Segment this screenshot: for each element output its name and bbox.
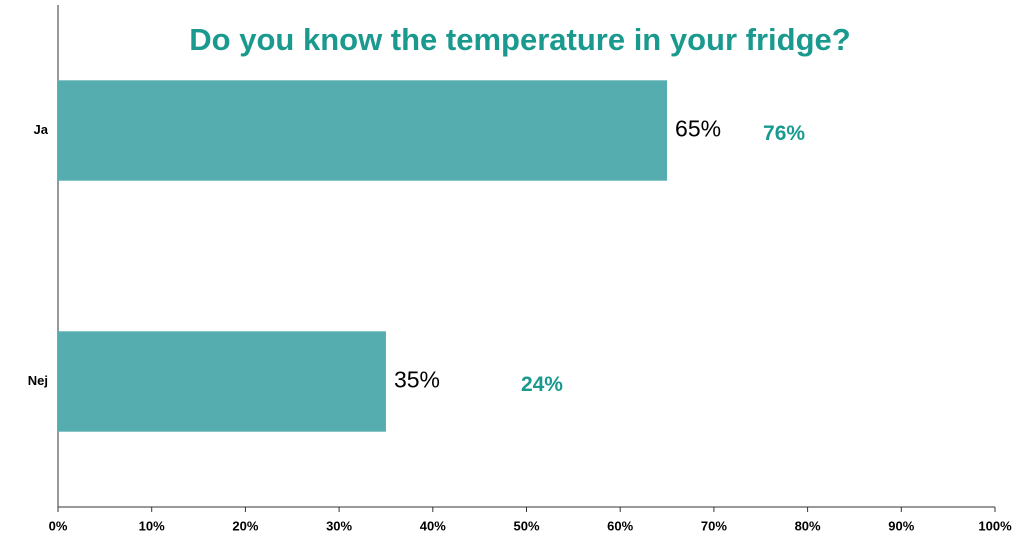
x-tick-label: 100% — [978, 518, 1012, 533]
chart-title: Do you know the temperature in your frid… — [189, 22, 850, 57]
value-label: 65% — [675, 116, 721, 142]
annotation: 76% — [763, 122, 805, 145]
value-label: 35% — [394, 367, 440, 393]
bar — [58, 80, 668, 181]
x-tick-label: 70% — [701, 518, 727, 533]
x-tick-label: 30% — [326, 518, 352, 533]
x-tick-label: 40% — [420, 518, 446, 533]
x-tick-label: 60% — [607, 518, 633, 533]
bar — [58, 331, 386, 432]
annotation: 24% — [521, 373, 563, 396]
x-tick-label: 50% — [513, 518, 539, 533]
x-tick-label: 20% — [232, 518, 258, 533]
x-tick-label: 10% — [139, 518, 165, 533]
y-tick-label: Ja — [34, 122, 49, 137]
y-tick-label: Nej — [28, 373, 48, 388]
x-tick-label: 80% — [795, 518, 821, 533]
x-tick-label: 0% — [49, 518, 68, 533]
x-tick-label: 90% — [888, 518, 914, 533]
